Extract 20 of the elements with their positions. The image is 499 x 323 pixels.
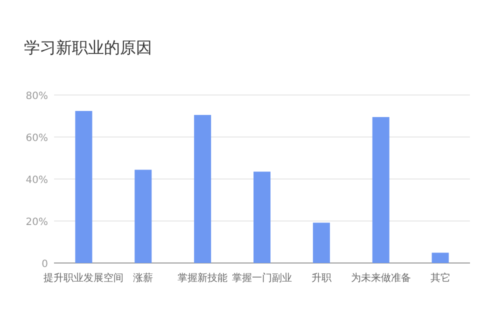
y-tick-label: 60% [26, 133, 48, 144]
x-tick-label: 其它 [430, 272, 450, 284]
y-tick-label: 40% [26, 175, 48, 186]
chart-title: 学习新职业的原因 [24, 38, 152, 57]
bar [75, 110, 92, 263]
bar [134, 170, 152, 263]
x-tick-label: 提升职业发展空间 [44, 272, 124, 284]
bar [372, 117, 390, 263]
x-tick-label: 掌握新技能 [178, 272, 228, 284]
bar [254, 172, 270, 263]
bar [194, 114, 212, 263]
bar [432, 252, 449, 263]
bar [312, 222, 330, 263]
y-tick-label: 20% [26, 217, 48, 228]
y-tick-label: 80% [26, 91, 48, 102]
x-tick-label: 为未来做准备 [350, 272, 411, 284]
x-tick-label: 掌握一门副业 [232, 272, 292, 284]
x-tick-label: 涨薪 [133, 272, 154, 284]
y-tick-label: 0 [42, 259, 48, 270]
x-tick-label: 升职 [311, 272, 332, 284]
